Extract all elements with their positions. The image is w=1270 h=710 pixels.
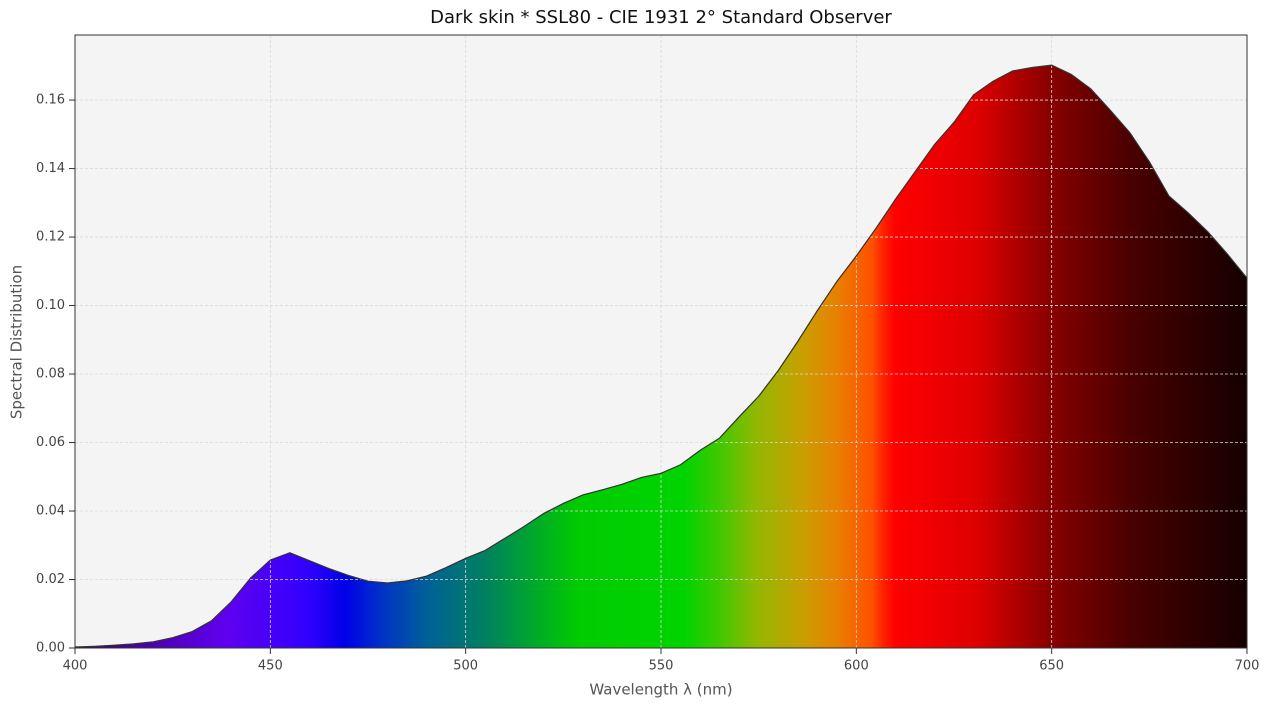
- x-tick-label: 450: [258, 659, 283, 674]
- x-axis-label: Wavelength λ (nm): [589, 681, 732, 699]
- x-tick-label: 400: [63, 659, 88, 674]
- y-tick-label: 0.10: [36, 298, 65, 313]
- y-tick-label: 0.00: [36, 641, 65, 656]
- y-tick-label: 0.06: [36, 435, 65, 450]
- y-tick-label: 0.08: [36, 367, 65, 382]
- chart-title: Dark skin * SSL80 - CIE 1931 2° Standard…: [430, 7, 892, 28]
- y-tick-label: 0.04: [36, 504, 65, 519]
- x-tick-label: 550: [649, 659, 674, 674]
- x-tick-label: 600: [844, 659, 869, 674]
- x-tick-label: 650: [1039, 659, 1064, 674]
- plot-frame: [74, 34, 1248, 649]
- spectrum-area: [75, 65, 1247, 648]
- y-tick-label: 0.12: [36, 230, 65, 245]
- y-tick-label: 0.02: [36, 572, 65, 587]
- spectrum-line: [74, 64, 1248, 648]
- y-axis-label: Spectral Distribution: [8, 265, 26, 419]
- y-tick-label: 0.14: [36, 161, 65, 176]
- y-tick-label: 0.16: [36, 93, 65, 108]
- x-tick-label: 700: [1235, 659, 1260, 674]
- x-tick-label: 500: [453, 659, 478, 674]
